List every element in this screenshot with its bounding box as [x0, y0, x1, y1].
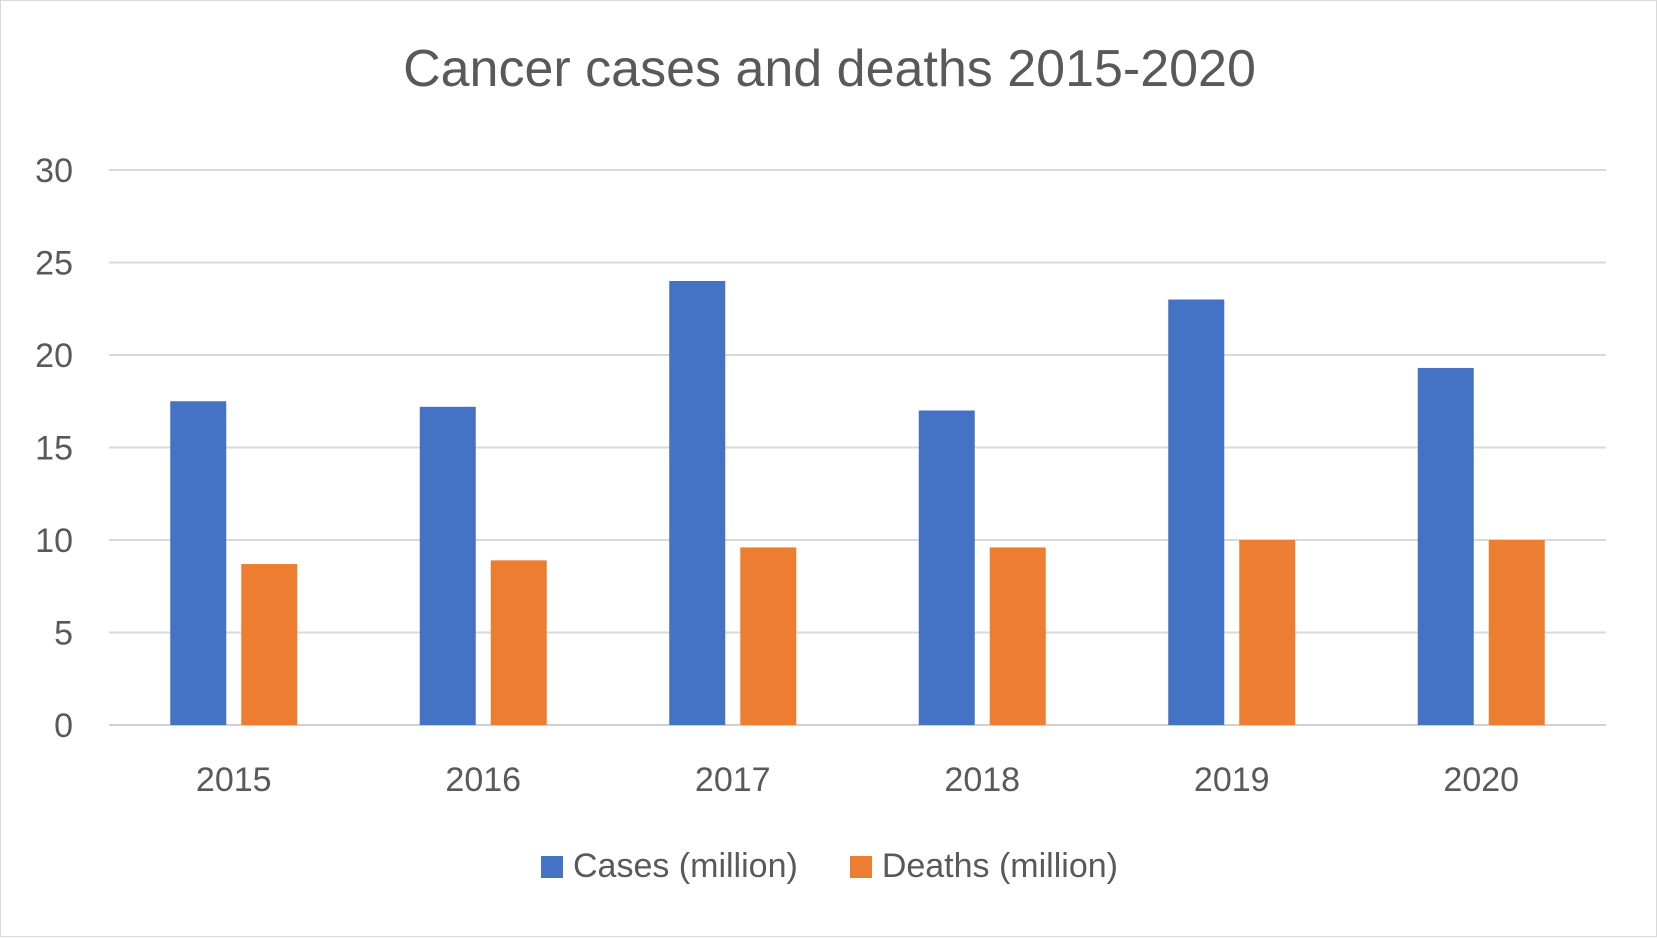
y-tick-label: 30 — [35, 152, 73, 190]
legend-swatch-deaths — [849, 855, 872, 878]
y-tick-label: 5 — [54, 615, 73, 653]
x-tick-label: 2016 — [445, 761, 521, 799]
x-tick-label: 2020 — [1443, 761, 1519, 799]
x-tick-label: 2017 — [695, 761, 771, 799]
legend-item-deaths: Deaths (million) — [849, 847, 1118, 886]
x-tick-label: 2018 — [944, 761, 1020, 799]
bars — [170, 281, 1545, 725]
axes: 0 5 10 15 20 25 30 2015 2016 2017 2018 2019 2020 — [35, 152, 1519, 799]
bar-deaths-2020 — [1488, 540, 1545, 725]
bar-deaths-2016 — [490, 560, 547, 725]
bar-cases-2016 — [419, 406, 476, 725]
chart-title: Cancer cases and deaths 2015-2020 — [403, 40, 1256, 98]
bar-deaths-2019 — [1239, 540, 1296, 725]
bar-cases-2018 — [918, 410, 975, 725]
legend-label-deaths: Deaths (million) — [881, 847, 1118, 885]
bar-cases-2015 — [170, 401, 227, 725]
y-tick-label: 0 — [54, 707, 73, 745]
bar-deaths-2015 — [241, 564, 298, 725]
bar-cases-2019 — [1168, 299, 1225, 725]
y-tick-label: 25 — [35, 245, 73, 283]
legend-label-cases: Cases (million) — [572, 847, 798, 885]
y-tick-label: 15 — [35, 430, 73, 468]
bar-cases-2020 — [1417, 367, 1474, 725]
legend-swatch-cases — [540, 855, 563, 878]
bar-deaths-2017 — [740, 547, 797, 725]
bar-cases-2017 — [669, 281, 726, 725]
legend-item-cases: Cases (million) — [540, 847, 798, 886]
legend: Cases (million) Deaths (million) — [1, 847, 1657, 886]
bar-deaths-2018 — [989, 547, 1046, 725]
x-tick-label: 2019 — [1194, 761, 1270, 799]
x-tick-label: 2015 — [196, 761, 272, 799]
y-tick-label: 20 — [35, 337, 73, 375]
y-tick-label: 10 — [35, 522, 73, 560]
gridlines — [109, 169, 1606, 726]
